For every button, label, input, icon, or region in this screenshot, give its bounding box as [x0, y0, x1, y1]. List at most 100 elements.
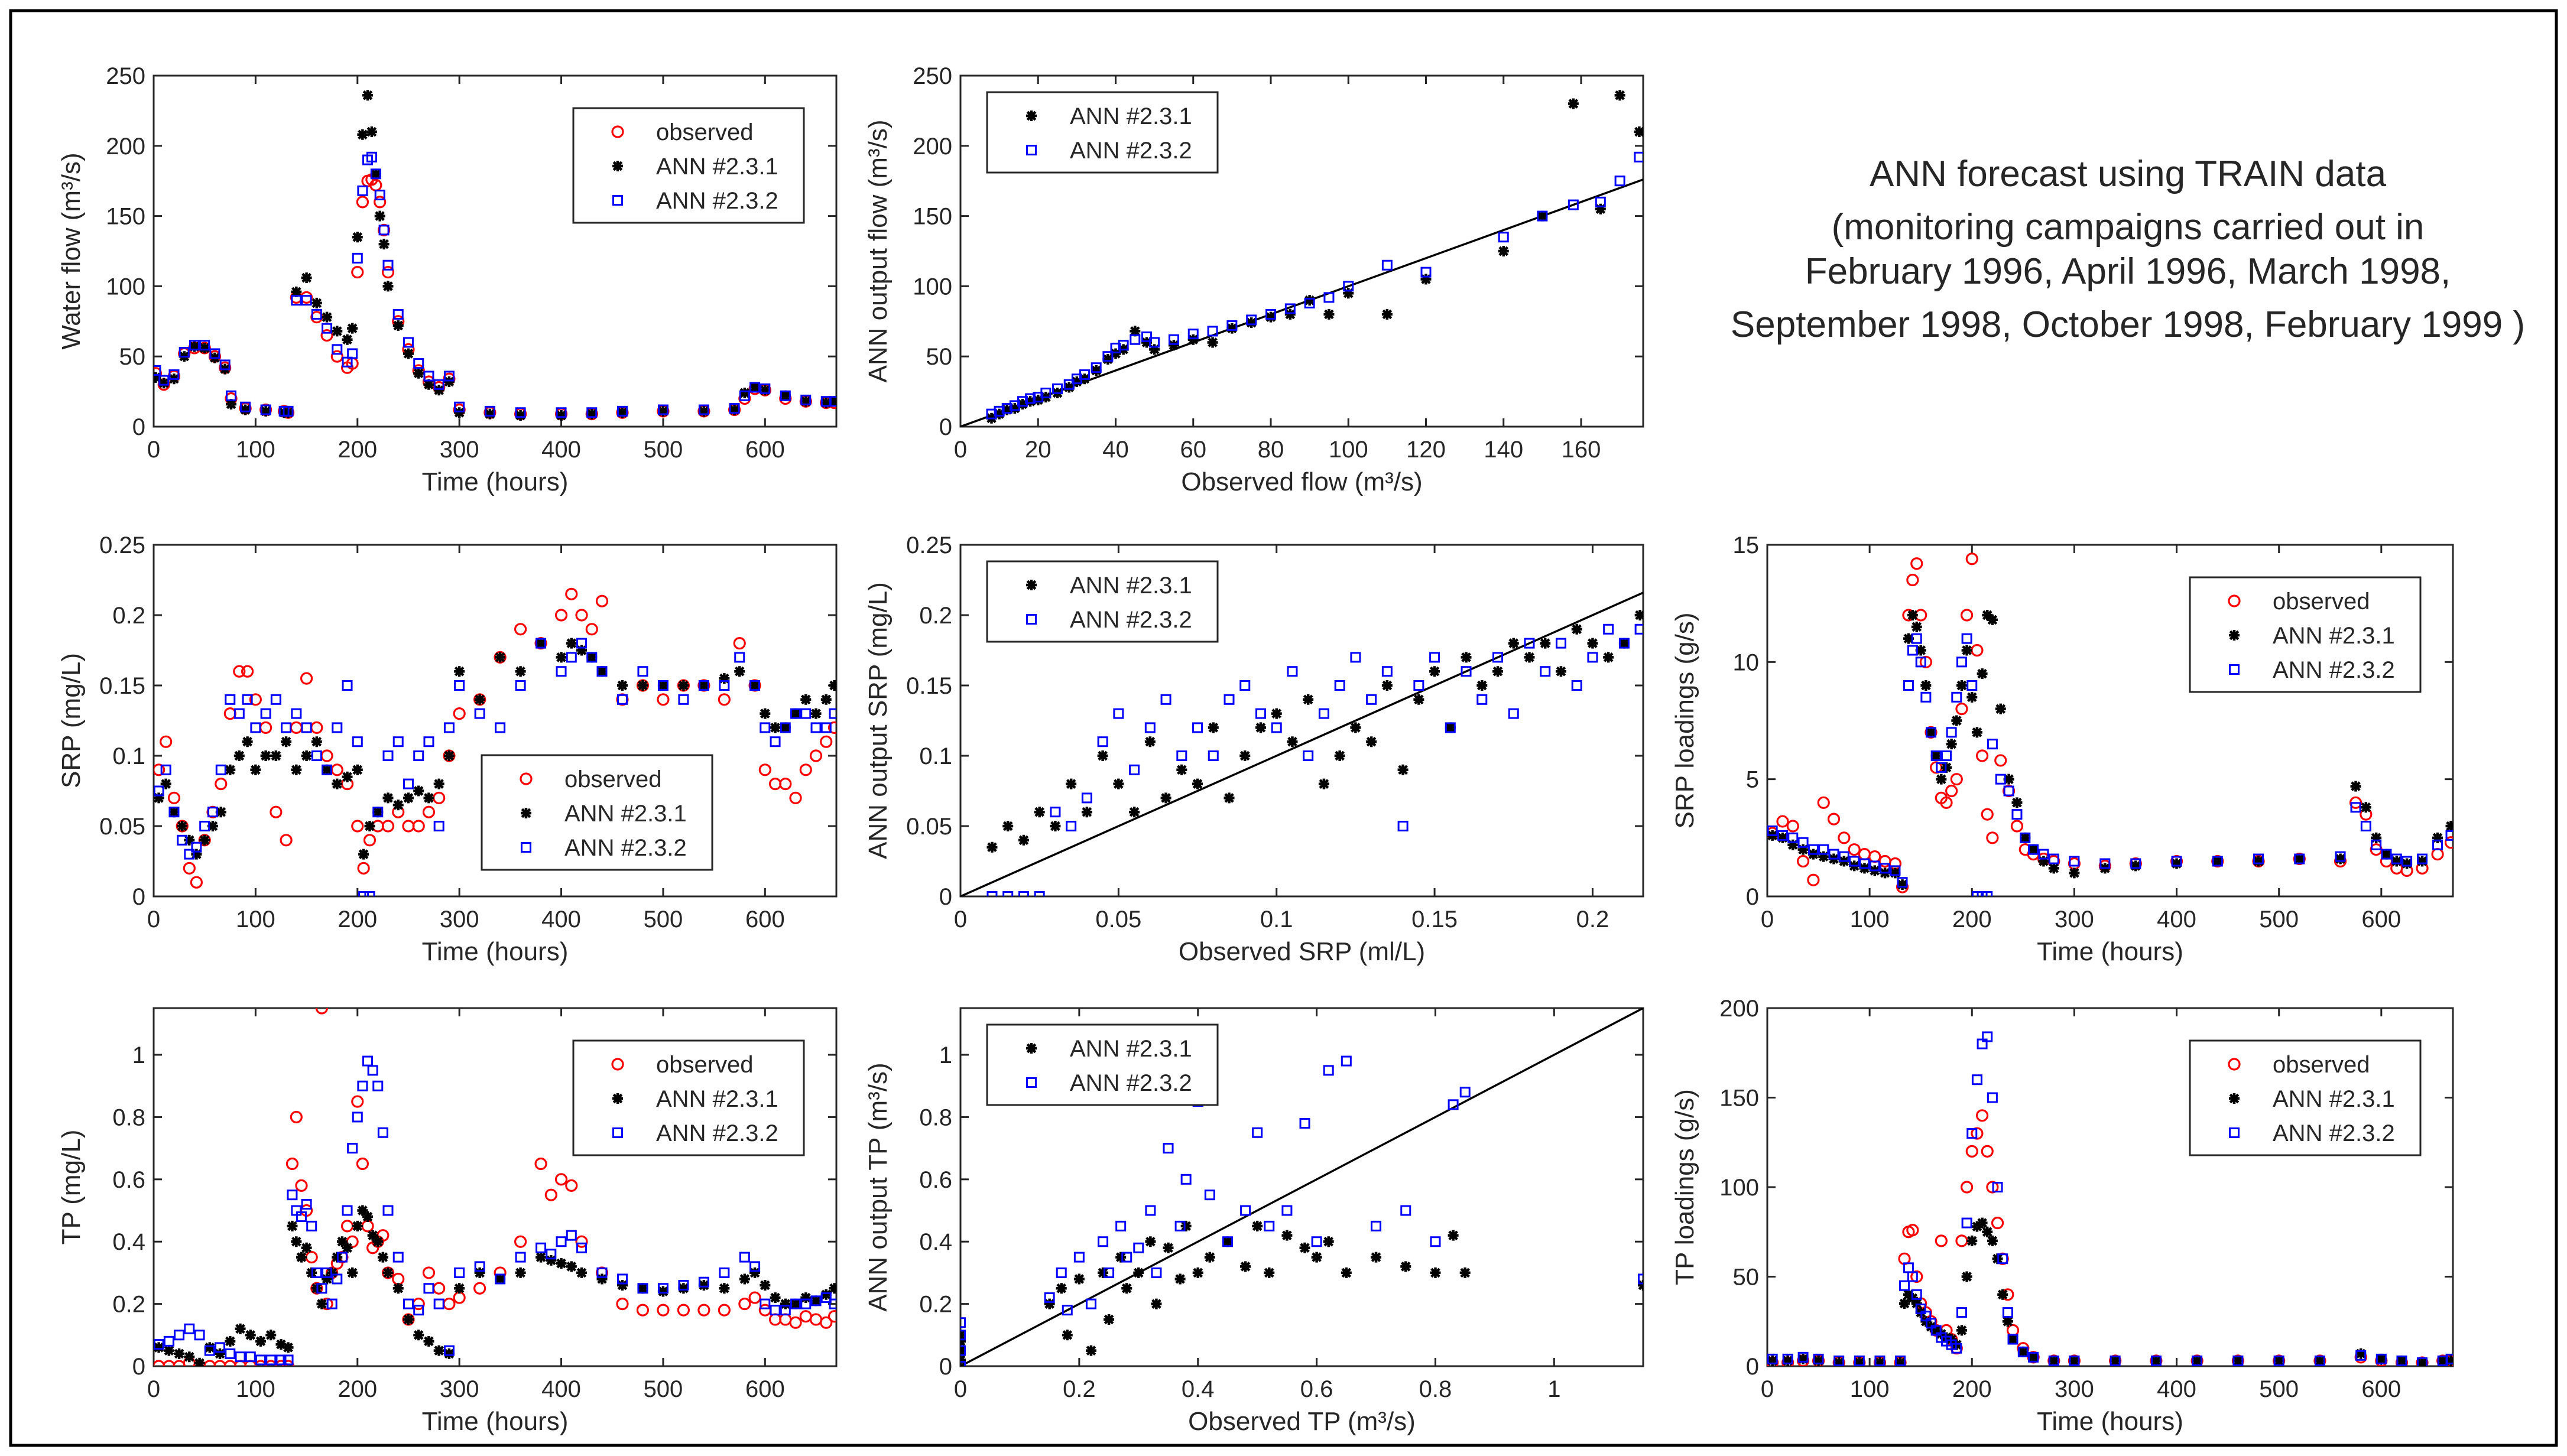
data-point	[1797, 1353, 1809, 1364]
legend-marker	[520, 772, 533, 785]
data-point	[160, 735, 173, 748]
data-point	[1524, 638, 1535, 649]
data-point	[1303, 750, 1314, 761]
y-tick-label: 100	[913, 274, 952, 300]
data-point	[790, 708, 801, 719]
data-point	[265, 1330, 277, 1341]
data-point	[1240, 1261, 1251, 1272]
data-point	[1002, 891, 1014, 896]
data-point	[311, 1267, 322, 1278]
data-point	[810, 1295, 822, 1306]
x-axis-label: Time (hours)	[2037, 937, 2183, 966]
data-point	[240, 404, 251, 415]
data-point	[2171, 858, 2182, 869]
y-tick-label: 1	[939, 1042, 952, 1068]
data-point	[556, 1258, 567, 1269]
data-point	[225, 764, 236, 775]
data-point	[225, 694, 236, 705]
data-point	[1911, 621, 1922, 632]
data-point	[1940, 796, 1953, 809]
data-point	[1945, 784, 1958, 798]
y-tick-label: 10	[1733, 649, 1760, 675]
data-point	[1838, 851, 1849, 862]
data-marks	[1767, 552, 2453, 896]
data-point	[566, 652, 577, 663]
data-point	[1807, 873, 1820, 886]
data-point	[1537, 210, 1548, 222]
data-point	[168, 807, 180, 818]
data-point	[1492, 666, 1504, 677]
chart-srp_loading_time: 0 100 200 300 400 500 600 0 5 10 15 Time (hours) SRP…	[1670, 532, 2454, 966]
data-point	[2020, 832, 2031, 843]
data-point	[637, 680, 648, 691]
data-point	[2038, 856, 2049, 867]
data-point	[536, 1242, 547, 1253]
data-point	[154, 1339, 164, 1350]
data-point	[413, 1330, 424, 1341]
data-point	[1240, 1205, 1251, 1216]
data-point	[412, 820, 425, 833]
data-point	[2192, 1355, 2203, 1366]
x-tick-label: 60	[1180, 437, 1207, 463]
data-point	[1899, 1280, 1910, 1291]
data-point	[657, 405, 668, 417]
data-point	[820, 397, 832, 408]
data-point	[265, 1354, 277, 1366]
legend-box	[986, 91, 1219, 174]
data-point	[2069, 867, 2080, 879]
data-point	[1638, 1273, 1643, 1285]
data-point	[1192, 778, 1203, 789]
data-point	[403, 778, 414, 789]
data-point	[1818, 851, 1829, 862]
data-point	[1110, 342, 1121, 353]
data-point	[1017, 396, 1028, 407]
data-point	[154, 763, 165, 776]
data-point	[820, 1292, 832, 1304]
data-point	[1341, 1267, 1352, 1278]
data-point	[2099, 858, 2111, 869]
data-marks	[154, 90, 836, 421]
x-tick-label: 0.4	[1182, 1376, 1215, 1402]
legend-box	[986, 560, 1219, 643]
data-point	[184, 849, 195, 860]
x-tick-label: 0	[147, 906, 160, 932]
x-tick-label: 600	[745, 1376, 785, 1402]
y-tick-label: 1	[132, 1042, 145, 1068]
data-point	[1911, 633, 1922, 644]
data-point	[322, 764, 333, 775]
data-point	[596, 666, 608, 677]
data-point	[495, 1273, 506, 1285]
data-point	[616, 405, 628, 417]
data-point	[1071, 376, 1082, 387]
data-point	[1052, 383, 1063, 394]
data-point	[1149, 337, 1160, 348]
data-point	[454, 666, 465, 677]
y-axis-label: Water flow (m³/s)	[57, 152, 86, 349]
data-point	[1614, 90, 1625, 101]
data-point	[636, 1304, 650, 1317]
data-point	[1163, 1242, 1174, 1253]
data-point	[194, 1357, 205, 1366]
data-point	[1903, 633, 1914, 644]
data-point	[1102, 351, 1114, 362]
data-point	[1987, 614, 1998, 625]
x-tick-label: 300	[440, 1376, 479, 1402]
y-tick-label: 0	[132, 414, 145, 440]
x-tick-label: 600	[2361, 906, 2401, 932]
data-point	[1130, 326, 1141, 337]
data-point	[1204, 1252, 1215, 1263]
data-point	[1476, 680, 1488, 691]
data-point	[1936, 774, 1947, 785]
data-point	[204, 1342, 215, 1353]
data-point	[454, 407, 465, 418]
data-point	[515, 407, 526, 418]
data-point	[474, 708, 485, 719]
data-point	[352, 764, 363, 775]
data-point	[1936, 762, 1947, 773]
data-point	[1899, 1298, 1910, 1309]
data-point	[739, 387, 750, 398]
data-point	[1540, 638, 1551, 649]
data-point	[1897, 879, 1908, 890]
data-point	[275, 1339, 287, 1350]
data-point	[1838, 831, 1851, 844]
